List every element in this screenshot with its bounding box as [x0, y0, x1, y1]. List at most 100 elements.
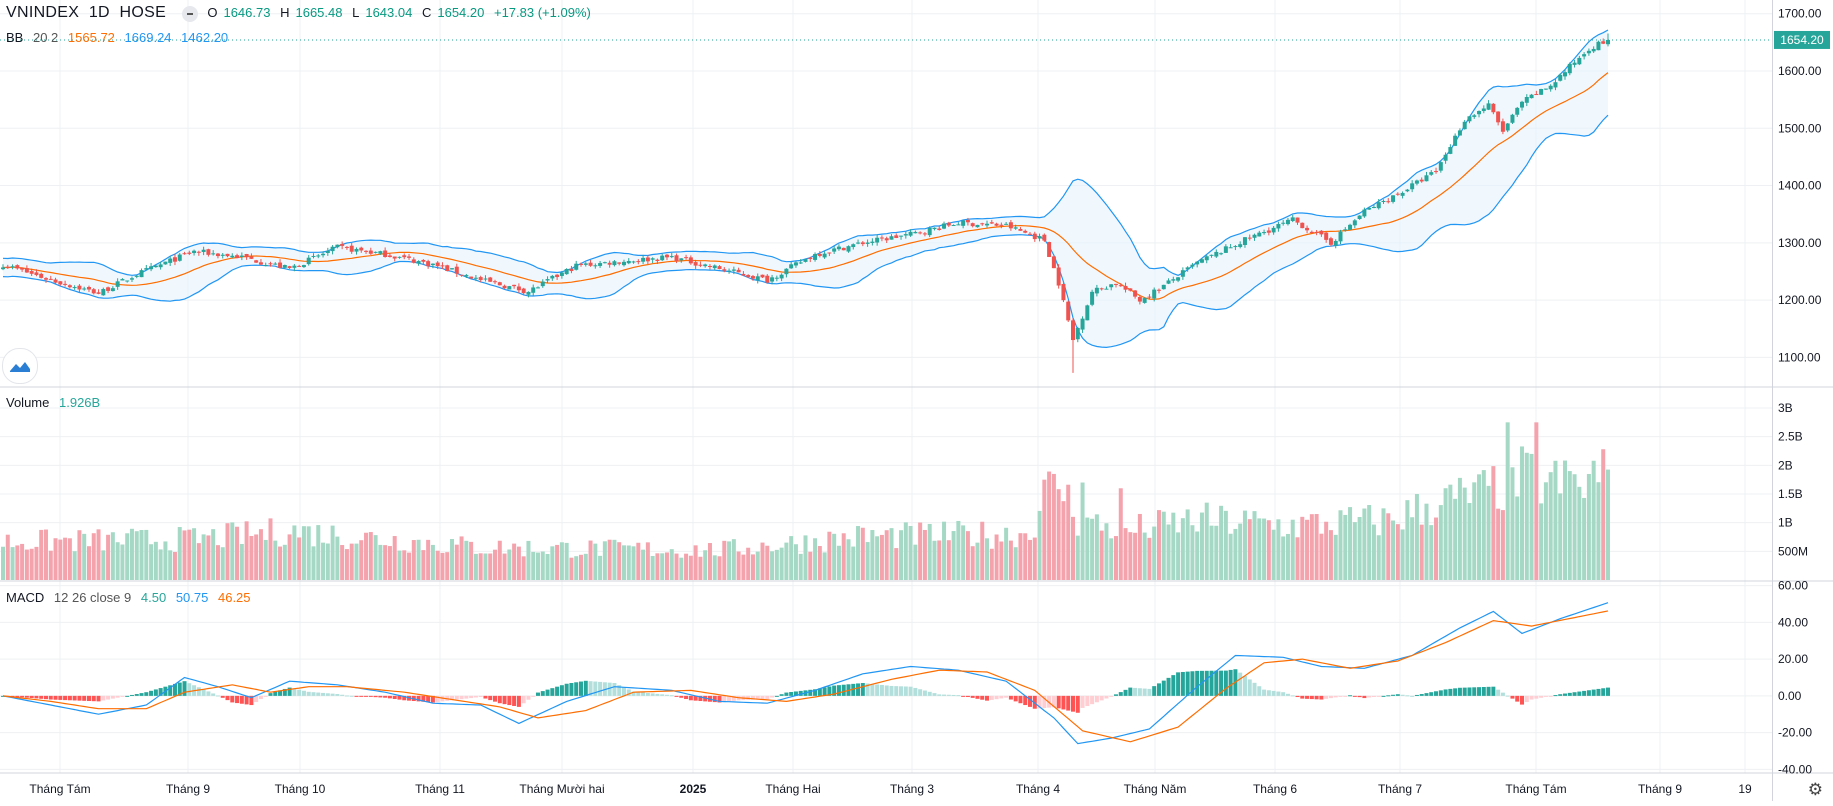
- macd-hist-bar: [684, 695, 689, 700]
- volume-bar: [679, 557, 684, 580]
- candle-body: [1515, 107, 1520, 115]
- candle-body: [230, 255, 235, 258]
- collapse-icon[interactable]: [181, 5, 198, 22]
- macd-hist-bar: [760, 695, 765, 700]
- volume-bar: [1305, 519, 1310, 580]
- volume-bar: [970, 546, 975, 580]
- volume-bar: [1414, 494, 1419, 580]
- open-value: 1646.73: [223, 5, 271, 20]
- candle-body: [574, 263, 579, 270]
- candle-body: [387, 255, 392, 257]
- macd-hist-bar: [1496, 689, 1501, 696]
- candle-body: [502, 285, 507, 289]
- macd-hist-bar: [1223, 670, 1228, 696]
- macd-hist-bar: [918, 689, 923, 696]
- volume-bar: [1548, 472, 1553, 580]
- macd-hist-bar: [516, 695, 521, 707]
- bb-legend[interactable]: BB 20 2 1565.72 1669.24 1462.20: [6, 30, 234, 45]
- macd-hist-bar: [335, 694, 340, 696]
- volume-axis-tick: 3B: [1778, 401, 1793, 415]
- volume-bar: [187, 529, 192, 580]
- volume-bar: [454, 544, 459, 580]
- macd-hist-bar: [808, 689, 813, 696]
- candle-body: [311, 255, 316, 257]
- candle-body: [1013, 227, 1018, 229]
- volume-bar: [722, 540, 727, 580]
- volume-bar: [545, 553, 550, 580]
- volume-legend[interactable]: Volume 1.926B: [6, 395, 106, 410]
- volume-bar: [1481, 470, 1486, 580]
- macd-hist-bar: [1606, 687, 1610, 696]
- macd-hist-bar: [908, 686, 913, 696]
- volume-bar: [684, 553, 689, 580]
- volume-bar: [664, 552, 669, 580]
- candle-body: [1118, 285, 1123, 287]
- macd-hist-bar: [961, 695, 966, 697]
- volume-bar: [1515, 496, 1520, 580]
- volume-bar: [330, 525, 335, 580]
- volume-bar: [1539, 503, 1544, 580]
- macd-hist-bar: [96, 695, 101, 702]
- candle-body: [1333, 240, 1338, 246]
- volume-bar: [1080, 482, 1085, 580]
- candle-body: [473, 277, 478, 279]
- volume-bar: [177, 527, 182, 580]
- volume-bar: [899, 530, 904, 580]
- candle-body: [846, 246, 851, 252]
- macd-hist-bar: [1434, 691, 1439, 696]
- interval-label[interactable]: 1D: [88, 4, 110, 21]
- candle-body: [115, 281, 120, 287]
- candle-body: [1195, 261, 1200, 265]
- brand-logo-icon[interactable]: [2, 348, 38, 384]
- macd-axis-tick: 20.00: [1778, 652, 1808, 666]
- volume-bar: [120, 544, 125, 580]
- macd-hist-bar: [531, 695, 536, 697]
- candle-body: [1529, 94, 1534, 99]
- candle-body: [942, 223, 947, 229]
- volume-bar: [1524, 452, 1529, 580]
- candle-body: [163, 261, 168, 265]
- volume-bar: [889, 528, 894, 580]
- low-value: 1643.04: [365, 5, 413, 20]
- macd-hist-bar: [383, 695, 388, 698]
- candle-body: [1185, 267, 1190, 270]
- candle-body: [1147, 296, 1152, 298]
- settings-gear-icon[interactable]: ⚙: [1807, 780, 1823, 800]
- candle-body: [459, 274, 464, 276]
- candle-body: [1199, 259, 1204, 263]
- candle-body: [421, 259, 426, 262]
- macd-hist-bar: [206, 691, 211, 696]
- candle-body: [1491, 103, 1496, 113]
- macd-hist-bar: [1505, 695, 1510, 697]
- volume-bar: [1472, 482, 1477, 580]
- candle-body: [1285, 219, 1290, 225]
- volume-bar: [1400, 529, 1405, 580]
- volume-bar: [555, 544, 560, 580]
- price-axis-tick: 1500.00: [1778, 121, 1822, 135]
- volume-bar: [1424, 503, 1429, 580]
- volume-bar: [942, 521, 947, 580]
- volume-bar: [110, 532, 115, 580]
- candle-body: [1591, 48, 1596, 52]
- candle-body: [961, 220, 966, 226]
- macd-hist-bar: [664, 694, 669, 696]
- macd-signal-value: 46.25: [217, 590, 251, 605]
- volume-bar: [1285, 533, 1290, 580]
- volume-bar: [1300, 516, 1305, 580]
- macd-hist-bar: [1008, 695, 1013, 700]
- candle-body: [870, 241, 875, 243]
- volume-bar: [215, 545, 220, 580]
- symbol-name[interactable]: VNINDEX: [6, 4, 80, 21]
- volume-bar: [254, 534, 259, 580]
- volume-bar: [512, 543, 517, 580]
- candle-body: [1601, 41, 1606, 44]
- candle-body: [770, 277, 775, 282]
- candle-body: [39, 273, 44, 278]
- volume-bar: [669, 549, 674, 580]
- volume-bar: [1137, 513, 1142, 580]
- macd-hist-bar: [497, 695, 502, 704]
- candle-body: [364, 250, 369, 252]
- macd-legend[interactable]: MACD 12 26 close 9 4.50 50.75 46.25: [6, 590, 257, 605]
